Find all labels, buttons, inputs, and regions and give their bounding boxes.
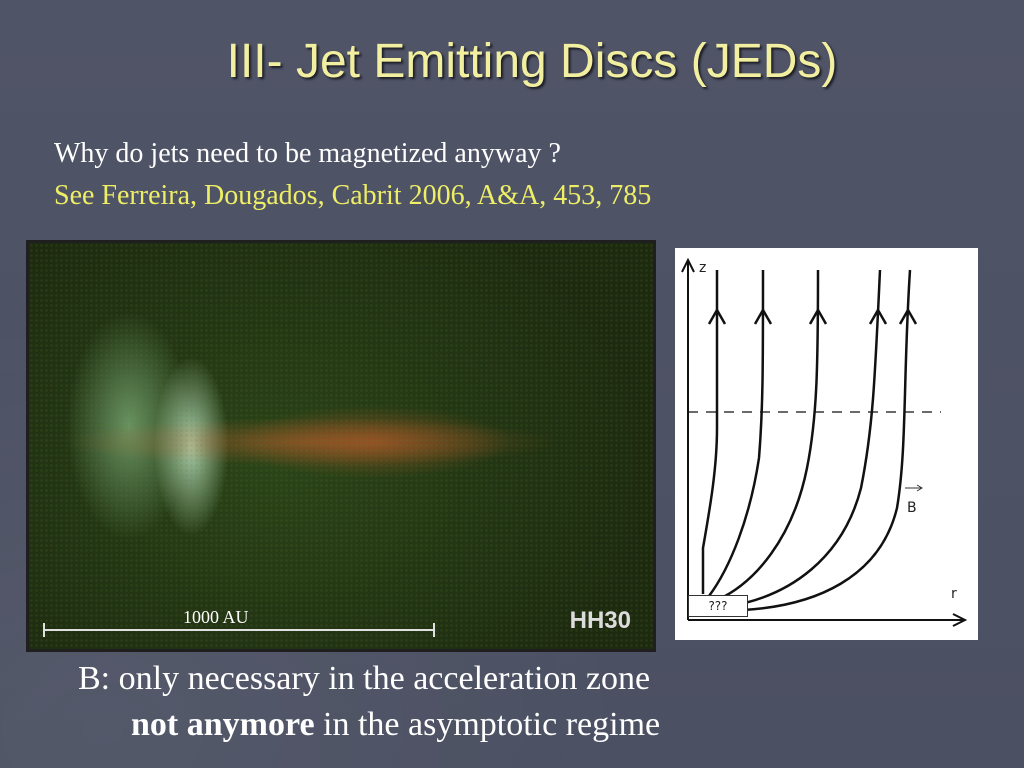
scale-label: 1000 AU xyxy=(183,607,249,627)
z-axis-arrowhead xyxy=(681,257,695,273)
field-arrow-2 xyxy=(753,307,773,325)
field-arrow-5 xyxy=(898,307,918,325)
question-text: Why do jets need to be magnetized anyway… xyxy=(54,138,561,169)
slide-title: III- Jet Emitting Discs (JEDs) xyxy=(226,35,838,88)
conclusion-rest: in the asymptotic regime xyxy=(314,706,661,743)
b-vector-arrowhead xyxy=(916,484,923,492)
field-arrow-1 xyxy=(707,307,727,325)
axis-r-label: r xyxy=(951,586,957,602)
field-line-4 xyxy=(729,269,882,608)
object-label: HH30 xyxy=(569,607,631,634)
field-arrow-4 xyxy=(868,307,888,325)
field-line-2 xyxy=(707,269,765,597)
conclusion-line-2: not anymore in the asymptotic regime xyxy=(131,706,660,744)
unknown-region-box: ??? xyxy=(688,595,748,617)
hh30-jet-image: 1000 AU HH30 xyxy=(26,240,656,652)
r-axis-arrowhead xyxy=(952,613,968,627)
magnetic-field-diagram: z r B ??? xyxy=(675,248,978,640)
field-arrow-3 xyxy=(808,307,828,325)
axis-z-label: z xyxy=(699,260,706,276)
conclusion-line-1: B: only necessary in the acceleration zo… xyxy=(78,660,651,697)
field-line-3 xyxy=(716,269,820,602)
reference-citation: See Ferreira, Dougados, Cabrit 2006, A&A… xyxy=(54,180,652,211)
field-label-b: B xyxy=(907,500,917,516)
field-line-1 xyxy=(701,270,719,594)
field-lines-figure: z r B xyxy=(681,257,968,627)
field-line-5 xyxy=(742,269,912,612)
conclusion-emphasis: not anymore xyxy=(131,706,315,743)
scale-bar xyxy=(43,623,435,637)
